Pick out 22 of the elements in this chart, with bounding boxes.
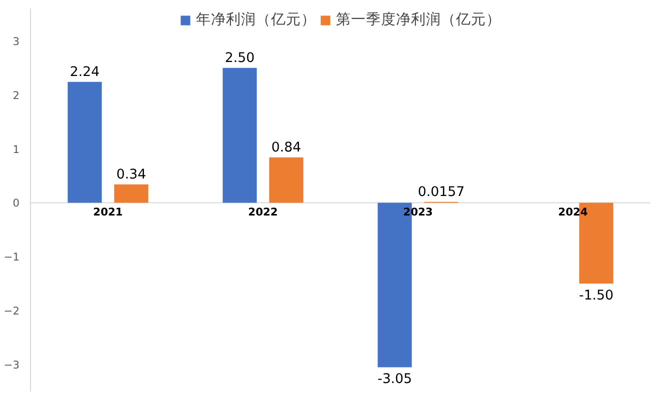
text: -1.50 [579,288,614,304]
x-tick-label: 2022 [248,206,278,219]
bar [222,68,257,203]
x-tick-label: 2021 [93,206,123,219]
y-tick-label: −1 [4,250,20,264]
y-tick-label: 2 [12,88,20,102]
bar [114,184,148,203]
y-tick-label: 0 [12,196,20,210]
text: -3.05 [378,372,412,388]
bar [269,157,304,203]
text: 0.84 [271,140,302,156]
legend-label: 第一季度净利润（亿元） [336,10,501,29]
bar [68,82,102,203]
y-tick-label: 3 [12,34,20,48]
text: 2.24 [70,64,100,80]
text: 0.0157 [418,184,465,200]
legend-label: 年净利润（亿元） [196,10,316,29]
y-tick-label: −3 [4,358,20,372]
text: 2.50 [224,50,255,66]
text: 0.34 [116,167,146,182]
y-tick-label: 1 [12,142,20,156]
y-tick-label: −2 [4,304,20,318]
